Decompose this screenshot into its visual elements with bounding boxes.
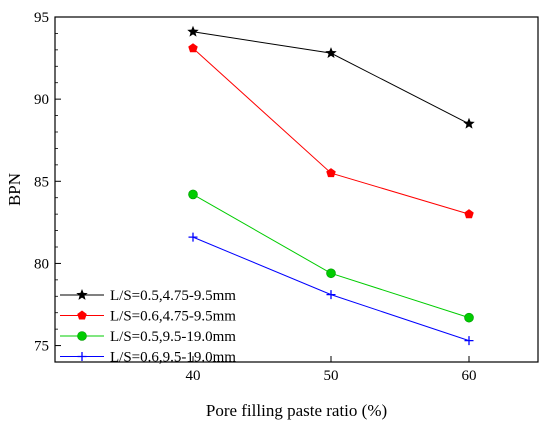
y-axis-title: BPN xyxy=(5,173,24,206)
legend-entry: L/S=0.5,4.75-9.5mm xyxy=(60,288,236,304)
data-point xyxy=(463,117,475,129)
legend-entry: L/S=0.6,9.5-19.0mm xyxy=(60,350,236,366)
series-3 xyxy=(188,189,474,323)
plot-frame xyxy=(54,16,539,363)
series-4 xyxy=(188,232,474,346)
data-point xyxy=(464,336,474,346)
data-point xyxy=(188,43,198,53)
y-tick-label: 80 xyxy=(34,256,49,272)
data-point xyxy=(188,232,198,242)
legend-marker xyxy=(77,331,87,341)
data-point xyxy=(188,189,198,200)
legend-label: L/S=0.5,9.5-19.0mm xyxy=(110,329,236,345)
series-line xyxy=(192,47,470,215)
y-tick-label: 90 xyxy=(34,92,49,108)
legend-marker xyxy=(77,352,87,361)
legend-label: L/S=0.6,9.5-19.0mm xyxy=(110,350,236,366)
data-point xyxy=(326,290,336,300)
series-2 xyxy=(188,43,474,219)
data-point xyxy=(326,268,336,279)
y-tick-label: 85 xyxy=(34,174,49,190)
data-point xyxy=(325,47,337,58)
data-point xyxy=(464,209,474,219)
legend-label: L/S=0.6,4.75-9.5mm xyxy=(110,309,236,325)
y-tick-label: 95 xyxy=(34,10,49,26)
data-point xyxy=(187,25,199,37)
data-point xyxy=(464,312,474,323)
legend-entry: L/S=0.5,9.5-19.0mm xyxy=(60,329,236,345)
x-tick-label: 40 xyxy=(186,368,201,384)
legend-marker xyxy=(77,310,87,320)
series-line xyxy=(192,31,470,125)
x-tick-label: 50 xyxy=(324,368,339,384)
x-tick-label: 60 xyxy=(462,368,477,384)
y-tick-label: 75 xyxy=(34,339,49,355)
legend-marker xyxy=(76,289,88,300)
x-axis-title: Pore filling paste ratio (%) xyxy=(206,401,387,420)
legend: L/S=0.5,4.75-9.5mm L/S=0.6,4.75-9.5mm L/S=… xyxy=(60,288,236,366)
series-layer xyxy=(187,25,475,346)
legend-entry: L/S=0.6,4.75-9.5mm xyxy=(60,309,236,325)
axis-ticks: 40 50 60 75 80 85 90 95 xyxy=(34,10,477,384)
series-1 xyxy=(187,25,475,129)
legend-label: L/S=0.5,4.75-9.5mm xyxy=(110,288,236,304)
data-point xyxy=(326,168,336,178)
